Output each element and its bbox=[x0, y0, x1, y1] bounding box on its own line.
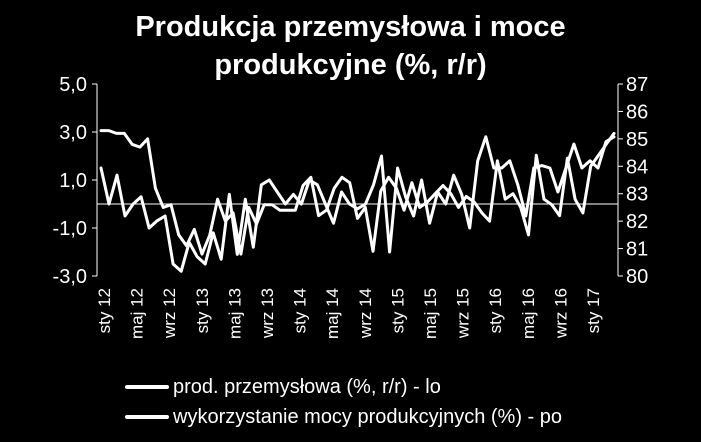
chart-legend: prod. przemysłowa (%, r/r) - lo wykorzys… bbox=[125, 372, 562, 432]
legend-label-capacity: wykorzystanie mocy produkcyjnych (%) - p… bbox=[173, 405, 563, 428]
x-axis-tick-label: wrz 12 bbox=[160, 288, 179, 339]
legend-label-production: prod. przemysłowa (%, r/r) - lo bbox=[173, 375, 441, 398]
x-axis-tick-label: wrz 14 bbox=[356, 288, 375, 339]
right-axis-tick-label: 80 bbox=[626, 266, 648, 288]
x-axis-tick-label: sty 14 bbox=[291, 288, 310, 333]
right-axis-tick-label: 86 bbox=[626, 101, 648, 123]
x-axis-tick-label: maj 12 bbox=[128, 288, 147, 339]
legend-swatch-production bbox=[125, 385, 169, 389]
x-axis-tick-label: maj 13 bbox=[225, 288, 244, 339]
chart-title-line2: produkcyjne (%, r/r) bbox=[214, 49, 487, 81]
right-axis-tick-label: 83 bbox=[626, 184, 648, 206]
left-axis-tick-label: -3,0 bbox=[53, 266, 87, 288]
left-axis-tick-label: 1,0 bbox=[59, 170, 87, 192]
left-axis-tick-label: 5,0 bbox=[59, 74, 87, 96]
chart-title-line1: Produkcja przemysłowa i moce bbox=[135, 11, 566, 43]
left-axis-tick-label: 3,0 bbox=[59, 122, 87, 144]
right-axis-tick-label: 84 bbox=[626, 156, 648, 178]
x-axis-tick-label: maj 14 bbox=[323, 288, 342, 339]
x-axis-tick-label: wrz 15 bbox=[454, 288, 473, 339]
legend-item-capacity: wykorzystanie mocy produkcyjnych (%) - p… bbox=[125, 402, 562, 432]
x-axis-tick-label: wrz 13 bbox=[258, 288, 277, 339]
series-line-capacity bbox=[99, 129, 616, 256]
right-axis-tick-label: 87 bbox=[626, 74, 648, 96]
x-axis-tick-label: sty 12 bbox=[95, 288, 114, 333]
x-axis-tick-label: maj 16 bbox=[519, 288, 538, 339]
x-axis-tick-label: sty 15 bbox=[388, 288, 407, 333]
right-axis-tick-label: 82 bbox=[626, 211, 648, 233]
chart-title: Produkcja przemysłowa i moce produkcyjne… bbox=[0, 8, 701, 84]
x-axis-tick-label: maj 15 bbox=[421, 288, 440, 339]
right-axis-tick-label: 81 bbox=[626, 239, 648, 261]
x-axis-tick-label: wrz 16 bbox=[551, 288, 570, 339]
x-axis-tick-label: sty 16 bbox=[486, 288, 505, 333]
x-axis-tick-label: sty 17 bbox=[584, 288, 603, 333]
series-line-production bbox=[99, 135, 616, 273]
right-axis-tick-label: 85 bbox=[626, 129, 648, 151]
left-axis-tick-label: -1,0 bbox=[53, 218, 87, 240]
x-axis-tick-label: sty 13 bbox=[193, 288, 212, 333]
legend-swatch-capacity bbox=[125, 415, 169, 419]
legend-item-production: prod. przemysłowa (%, r/r) - lo bbox=[125, 372, 562, 402]
